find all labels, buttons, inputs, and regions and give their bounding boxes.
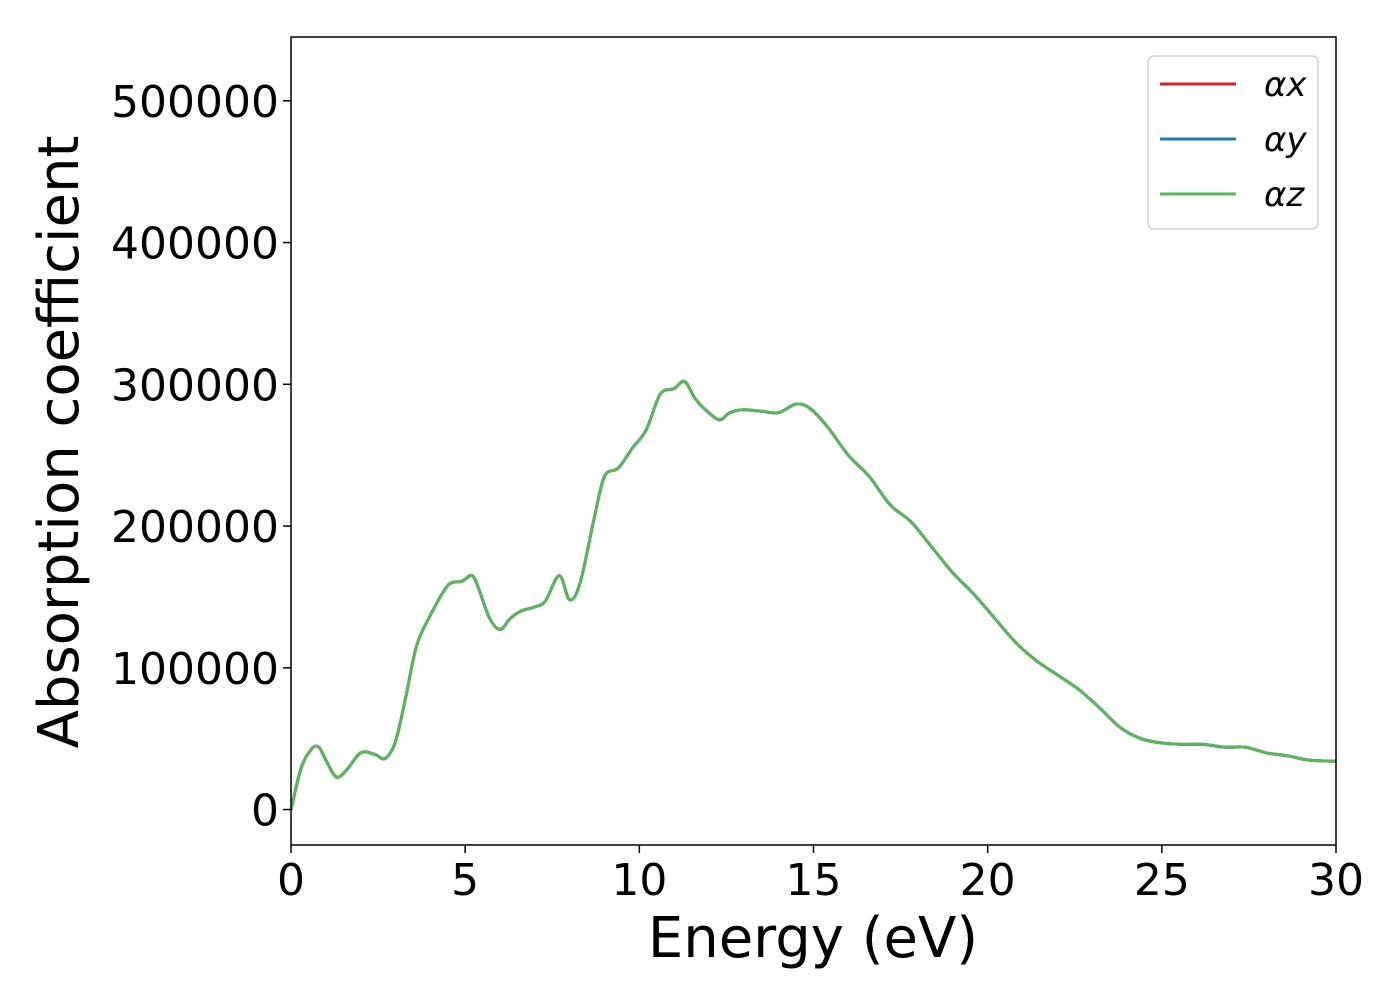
x-tick-label: 5: [451, 855, 479, 906]
legend-label: αz: [1264, 175, 1305, 215]
series-layer: [291, 379, 1336, 812]
x-tick-label: 15: [786, 855, 842, 906]
legend-label: αy: [1264, 120, 1307, 160]
y-tick-label: 400000: [111, 219, 279, 270]
y-tick-label: 0: [251, 786, 279, 837]
legend-label: αx: [1264, 65, 1307, 105]
x-tick-label: 10: [611, 855, 667, 906]
y-tick-label: 300000: [111, 360, 279, 411]
y-axis-label: Absorption coefficient: [27, 136, 92, 749]
series-line-3: [291, 379, 1336, 812]
x-tick-label: 30: [1308, 855, 1364, 906]
x-tick-label: 0: [277, 855, 305, 906]
x-ticks: 0 5 10 15 20 25 30: [277, 845, 1364, 906]
y-tick-label: 100000: [111, 644, 279, 695]
y-tick-label: 500000: [111, 77, 279, 128]
x-tick-label: 25: [1134, 855, 1190, 906]
x-tick-label: 20: [960, 855, 1016, 906]
x-axis-label: Energy (eV): [648, 906, 978, 971]
y-tick-label: 200000: [111, 502, 279, 553]
legend: αx αy αz: [1147, 55, 1319, 230]
legend-frame: [1147, 55, 1319, 230]
y-ticks: 0 100000 200000 300000 400000 500000: [111, 77, 291, 837]
